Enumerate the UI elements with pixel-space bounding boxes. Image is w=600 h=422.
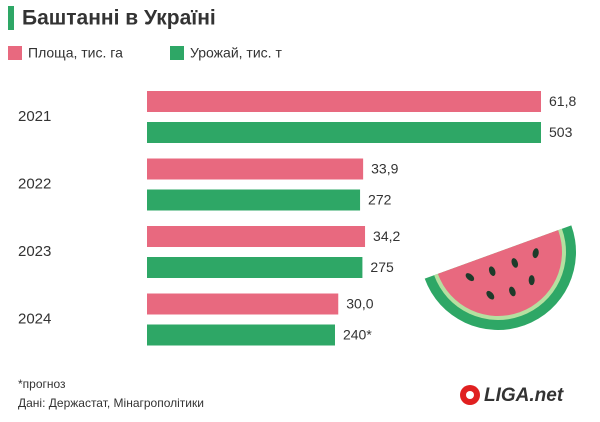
value-label: 30,0 [346, 296, 373, 312]
footnote: *прогноз [18, 377, 66, 391]
bar [147, 226, 366, 247]
y-tick-label: 2024 [18, 310, 51, 327]
chart-title: Баштанні в Україні [22, 7, 216, 30]
title-marker [8, 6, 14, 30]
legend-label: Урожай, тис. т [190, 45, 282, 61]
value-label: 275 [370, 259, 394, 275]
value-label: 61,8 [549, 93, 576, 109]
legend-swatch [170, 46, 184, 60]
bar [147, 91, 541, 112]
watermelon [424, 225, 576, 330]
bar [147, 293, 339, 315]
bar [147, 324, 335, 346]
value-label: 34,2 [373, 228, 400, 244]
source: Дані: Держастат, Мінагрополітики [18, 396, 204, 410]
value-label: 33,9 [371, 161, 398, 177]
y-tick-label: 2021 [18, 108, 51, 125]
bar [147, 257, 363, 278]
logo: LIGA.net [484, 385, 564, 406]
value-label: 240* [343, 327, 372, 343]
y-tick-label: 2022 [18, 175, 51, 192]
value-label: 503 [549, 124, 573, 140]
bar [147, 189, 361, 211]
legend-swatch [8, 46, 22, 60]
y-tick-label: 2023 [18, 243, 51, 260]
bar [147, 158, 364, 180]
bar [147, 122, 541, 143]
legend-label: Площа, тис. га [28, 45, 123, 61]
logo-icon-hole [466, 391, 474, 399]
value-label: 272 [368, 192, 392, 208]
